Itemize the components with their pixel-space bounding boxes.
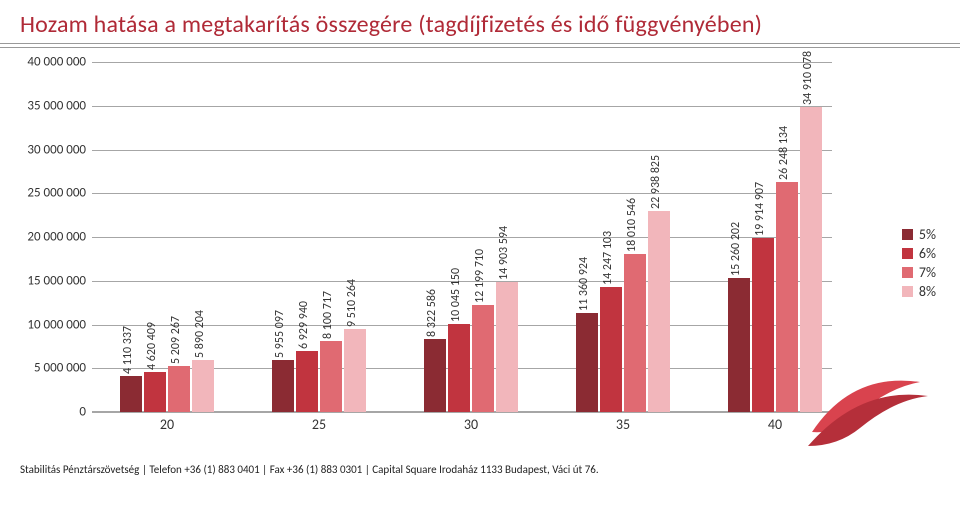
gridline	[92, 62, 832, 63]
legend-label: 7%	[919, 264, 936, 281]
bar-value-label: 6 929 940	[297, 301, 311, 349]
gridline	[92, 412, 832, 413]
bar: 5 955 097	[272, 360, 294, 412]
bar-value-label: 26 248 134	[777, 126, 791, 180]
bar-value-label: 5 209 267	[169, 316, 183, 364]
bar: 8 322 586	[424, 339, 446, 412]
x-tick-label: 35	[616, 416, 630, 433]
bar: 18 010 546	[624, 254, 646, 412]
y-tick-label: 30 000 000	[0, 142, 86, 157]
y-tick-label: 20 000 000	[0, 230, 86, 245]
bar: 19 914 907	[752, 238, 774, 412]
bar-value-label: 4 110 337	[121, 326, 135, 374]
bar: 9 510 264	[344, 329, 366, 412]
bar-value-label: 5 890 204	[193, 310, 207, 358]
legend-item: 8%	[902, 283, 936, 300]
y-tick-label: 40 000 000	[0, 55, 86, 70]
bar: 6 929 940	[296, 351, 318, 412]
bar-value-label: 10 045 150	[449, 268, 463, 322]
title-rule	[0, 43, 960, 48]
bar-value-label: 22 938 825	[649, 155, 663, 209]
y-tick-label: 15 000 000	[0, 273, 86, 288]
bar-value-label: 19 914 907	[753, 182, 767, 236]
chart-title: Hozam hatása a megtakarítás összegére (t…	[0, 0, 960, 43]
legend-label: 8%	[919, 283, 936, 300]
gridline	[92, 106, 832, 107]
bar: 5 890 204	[192, 360, 214, 412]
legend-item: 7%	[902, 264, 936, 281]
legend-label: 5%	[919, 226, 936, 243]
y-tick-label: 10 000 000	[0, 317, 86, 332]
x-tick-label: 20	[160, 416, 174, 433]
bar-value-label: 12 199 710	[473, 249, 487, 303]
bar-value-label: 9 510 264	[345, 279, 359, 327]
legend-item: 5%	[902, 226, 936, 243]
bar-value-label: 14 903 594	[497, 226, 511, 280]
legend-swatch	[902, 229, 913, 240]
x-tick-label: 30	[464, 416, 478, 433]
bar-value-label: 15 260 202	[729, 222, 743, 276]
gridline	[92, 193, 832, 194]
brand-logo	[802, 362, 932, 452]
legend-item: 6%	[902, 245, 936, 262]
bar: 26 248 134	[776, 182, 798, 412]
y-tick-label: 35 000 000	[0, 98, 86, 113]
bar: 11 360 924	[576, 313, 598, 412]
bar-value-label: 18 010 546	[625, 198, 639, 252]
bar-value-label: 8 100 717	[321, 291, 335, 339]
y-tick-label: 25 000 000	[0, 186, 86, 201]
bar-value-label: 34 910 078	[801, 50, 815, 104]
bar: 12 199 710	[472, 305, 494, 412]
bar: 22 938 825	[648, 211, 670, 412]
legend-swatch	[902, 267, 913, 278]
bar: 14 903 594	[496, 282, 518, 412]
plot-area: 4 110 3374 620 4095 209 2675 890 204205 …	[92, 62, 832, 412]
bar: 4 110 337	[120, 376, 142, 412]
y-tick-label: 0	[0, 405, 86, 420]
bar-value-label: 5 955 097	[273, 310, 287, 358]
bar-value-label: 11 360 924	[577, 257, 591, 311]
gridline	[92, 237, 832, 238]
bar: 4 620 409	[144, 372, 166, 412]
bar: 15 260 202	[728, 278, 750, 412]
bar-value-label: 4 620 409	[145, 322, 159, 370]
legend: 5% 6% 7% 8%	[902, 224, 936, 302]
x-tick-label: 40	[768, 416, 782, 433]
bar-value-label: 14 247 103	[601, 231, 615, 285]
gridline	[92, 150, 832, 151]
y-tick-label: 5 000 000	[0, 361, 86, 376]
bar: 5 209 267	[168, 366, 190, 412]
bar: 14 247 103	[600, 287, 622, 412]
bar: 8 100 717	[320, 341, 342, 412]
chart-stage: 0 5 000 000 10 000 000 15 000 000 20 000 000…	[0, 52, 960, 482]
bar-value-label: 8 322 586	[425, 289, 439, 337]
bar: 10 045 150	[448, 324, 470, 412]
legend-swatch	[902, 248, 913, 259]
legend-label: 6%	[919, 245, 936, 262]
x-tick-label: 25	[312, 416, 326, 433]
footer-text: Stabilitás Pénztárszövetség | Telefon +3…	[20, 463, 599, 476]
legend-swatch	[902, 286, 913, 297]
